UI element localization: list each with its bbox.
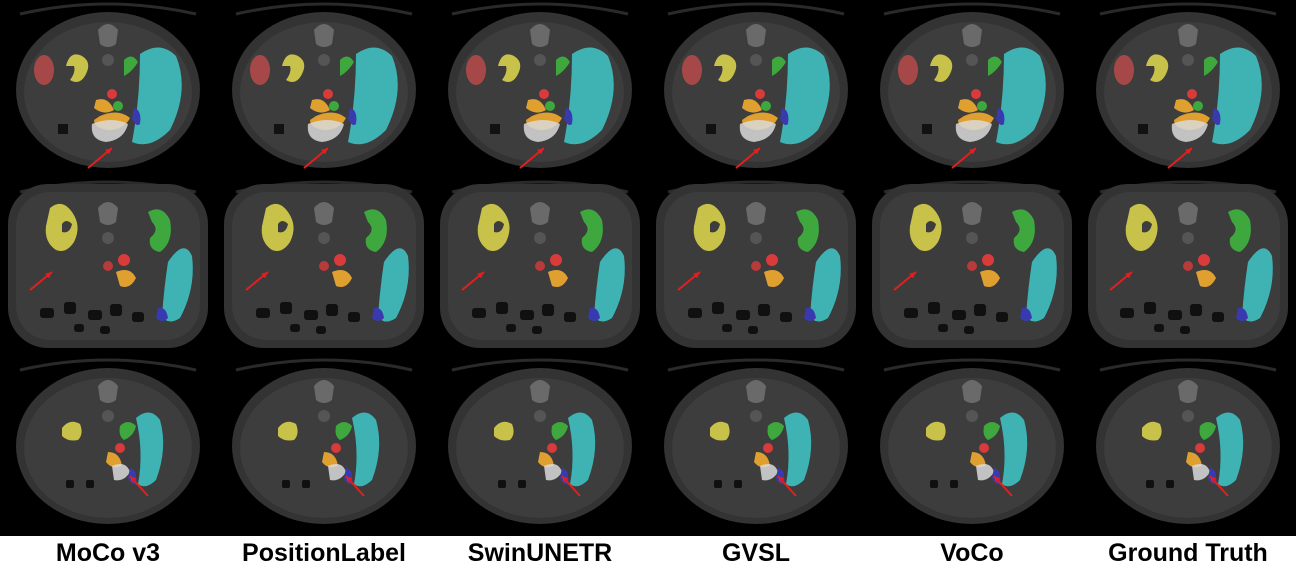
column-labels: MoCo v3 PositionLabel SwinUNETR GVSL VoC… (0, 536, 1296, 569)
ct-slice-image (440, 180, 640, 348)
ct-panel-r3-c4 (648, 356, 864, 534)
label-voco: VoCo (940, 539, 1004, 567)
ct-slice-image (16, 358, 200, 524)
ct-panel-r2-c4 (648, 178, 864, 356)
ct-slice-image (1096, 2, 1280, 169)
ct-panel-r3-c2 (216, 356, 432, 534)
ct-panel-r1-c6 (1080, 0, 1296, 178)
ct-slice-image (232, 2, 416, 169)
ct-slice-image (224, 180, 424, 348)
ct-slice-image (1096, 358, 1280, 524)
ct-slice-image (8, 180, 208, 348)
ct-panel-r2-c3 (432, 178, 648, 356)
ct-slice-image (664, 2, 848, 169)
ct-panel-r1-c5 (864, 0, 1080, 178)
label-moco-v3: MoCo v3 (55, 539, 161, 567)
label-gvsl: GVSL (721, 539, 791, 567)
ct-panel-r2-c2 (216, 178, 432, 356)
ct-slice-image (880, 358, 1064, 524)
segmentation-figure (0, 0, 1296, 536)
ct-slice-image (656, 180, 856, 348)
ct-panel-r1-c3 (432, 0, 648, 178)
ct-panel-r3-c3 (432, 356, 648, 534)
label-positionlabel: PositionLabel (242, 539, 406, 567)
ct-slice-image (16, 2, 200, 169)
ct-panel-r1-c1 (0, 0, 216, 178)
ct-slice-image (872, 180, 1072, 348)
ct-slice-image (880, 2, 1064, 169)
ct-panel-r1-c4 (648, 0, 864, 178)
label-ground-truth: Ground Truth (1108, 539, 1268, 567)
ct-panel-r2-c6 (1080, 178, 1296, 356)
ct-panel-r3-c6 (1080, 356, 1296, 534)
ct-panel-r2-c1 (0, 178, 216, 356)
ct-panel-r3-c5 (864, 356, 1080, 534)
ct-panel-r3-c1 (0, 356, 216, 534)
ct-panel-r1-c2 (216, 0, 432, 178)
ct-slice-image (1088, 180, 1288, 348)
ct-panel-r2-c5 (864, 178, 1080, 356)
label-swinunetr: SwinUNETR (467, 539, 613, 567)
ct-slice-image (232, 358, 416, 524)
ct-slice-image (664, 358, 848, 524)
ct-slice-image (448, 358, 632, 524)
ct-slice-image (448, 2, 632, 169)
